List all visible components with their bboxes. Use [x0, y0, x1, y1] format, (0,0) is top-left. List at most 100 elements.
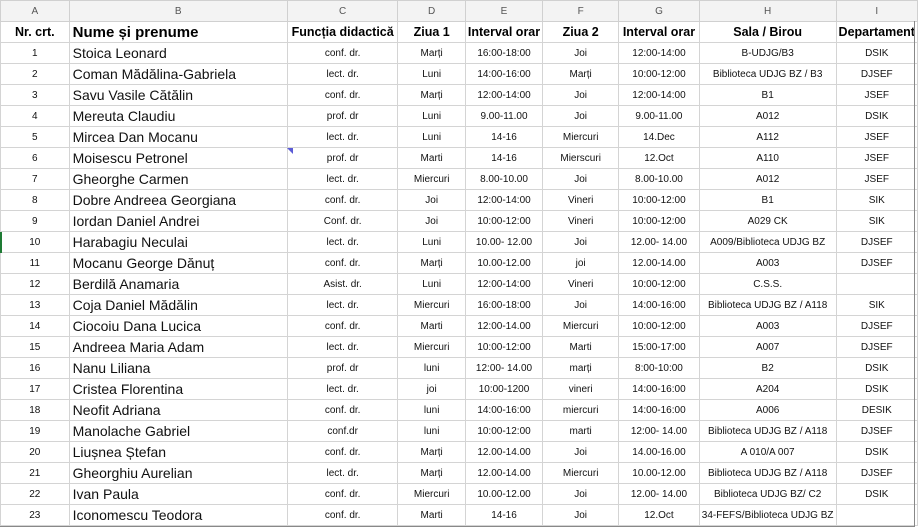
- cell-room[interactable]: B2: [698, 357, 837, 379]
- cell-nr[interactable]: 12: [0, 273, 70, 295]
- cell-interval2[interactable]: 12.00-14.00: [618, 252, 700, 274]
- cell-function[interactable]: lect. dr.: [286, 294, 399, 316]
- cell-day1[interactable]: joi: [397, 378, 466, 400]
- cell-department[interactable]: JSEF: [835, 126, 918, 148]
- cell-department[interactable]: DJSEF: [835, 315, 918, 337]
- cell-interval1[interactable]: 14-16: [464, 126, 544, 148]
- cell-room[interactable]: A112: [698, 126, 837, 148]
- cell-department[interactable]: SIK: [835, 189, 918, 211]
- cell-interval2[interactable]: 12.00- 14.00: [618, 483, 700, 505]
- cell-function[interactable]: conf. dr.: [286, 189, 399, 211]
- cell-interval2[interactable]: 12.Oct: [618, 504, 700, 526]
- cell-day2[interactable]: Joi: [542, 294, 620, 316]
- cell-department[interactable]: DJSEF: [835, 420, 918, 442]
- header-cell-interval2[interactable]: Interval orar: [618, 21, 700, 43]
- cell-function[interactable]: prof. dr: [286, 357, 399, 379]
- cell-day1[interactable]: luni: [397, 420, 466, 442]
- cell-function[interactable]: conf. dr.: [286, 441, 399, 463]
- cell-name[interactable]: Dobre Andreea Georgiana: [68, 189, 288, 211]
- cell-interval2[interactable]: 14:00-16:00: [618, 378, 700, 400]
- cell-department[interactable]: DJSEF: [835, 462, 918, 484]
- cell-interval2[interactable]: 9.00-11.00: [618, 105, 700, 127]
- cell-nr[interactable]: 1: [0, 42, 70, 64]
- cell-day2[interactable]: joi: [542, 252, 620, 274]
- header-cell-department[interactable]: Departament: [835, 21, 918, 43]
- cell-name[interactable]: Iordan Daniel Andrei: [68, 210, 288, 232]
- cell-day2[interactable]: Joi: [542, 441, 620, 463]
- cell-day2[interactable]: Vineri: [542, 210, 620, 232]
- cell-day1[interactable]: Marți: [397, 441, 466, 463]
- cell-room[interactable]: A110: [698, 147, 837, 169]
- cell-room[interactable]: A012: [698, 105, 837, 127]
- cell-name[interactable]: Manolache Gabriel: [68, 420, 288, 442]
- cell-nr[interactable]: 7: [0, 168, 70, 190]
- cell-day2[interactable]: miercuri: [542, 399, 620, 421]
- cell-interval2[interactable]: 8.00-10.00: [618, 168, 700, 190]
- cell-day1[interactable]: Marți: [397, 252, 466, 274]
- cell-room[interactable]: A009/Biblioteca UDJG BZ: [698, 231, 837, 253]
- cell-day2[interactable]: Joi: [542, 504, 620, 526]
- cell-nr[interactable]: 14: [0, 315, 70, 337]
- cell-department[interactable]: DSIK: [835, 483, 918, 505]
- cell-day1[interactable]: luni: [397, 399, 466, 421]
- cell-room[interactable]: A007: [698, 336, 837, 358]
- cell-day1[interactable]: Marti: [397, 315, 466, 337]
- cell-interval2[interactable]: 15:00-17:00: [618, 336, 700, 358]
- cell-department[interactable]: DSIK: [835, 42, 918, 64]
- cell-function[interactable]: prof. dr: [286, 105, 399, 127]
- cell-name[interactable]: Andreea Maria Adam: [68, 336, 288, 358]
- cell-function[interactable]: conf. dr.: [286, 399, 399, 421]
- cell-room[interactable]: A029 CK: [698, 210, 837, 232]
- cell-nr[interactable]: 2: [0, 63, 70, 85]
- cell-department[interactable]: [835, 504, 918, 526]
- cell-interval2[interactable]: 10:00-12:00: [618, 315, 700, 337]
- cell-department[interactable]: DSIK: [835, 378, 918, 400]
- cell-department[interactable]: SIK: [835, 294, 918, 316]
- cell-function[interactable]: lect. dr.: [286, 462, 399, 484]
- cell-name[interactable]: Gheorghiu Aurelian: [68, 462, 288, 484]
- cell-room[interactable]: Biblioteca UDJG BZ / A118: [698, 294, 837, 316]
- cell-function[interactable]: Asist. dr.: [286, 273, 399, 295]
- cell-day2[interactable]: Joi: [542, 105, 620, 127]
- cell-department[interactable]: JSEF: [835, 168, 918, 190]
- cell-nr[interactable]: 20: [0, 441, 70, 463]
- cell-name[interactable]: Cristea Florentina: [68, 378, 288, 400]
- cell-day1[interactable]: Marti: [397, 147, 466, 169]
- cell-interval1[interactable]: 14-16: [464, 147, 544, 169]
- cell-day1[interactable]: Miercuri: [397, 168, 466, 190]
- cell-name[interactable]: Liușnea Ștefan: [68, 441, 288, 463]
- cell-interval2[interactable]: 10.00-12.00: [618, 462, 700, 484]
- cell-function[interactable]: conf. dr.: [286, 483, 399, 505]
- cell-interval1[interactable]: 10:00-1200: [464, 378, 544, 400]
- header-cell-day2[interactable]: Ziua 2: [542, 21, 620, 43]
- cell-function[interactable]: lect. dr.: [286, 126, 399, 148]
- cell-day2[interactable]: vineri: [542, 378, 620, 400]
- cell-interval1[interactable]: 10:00-12:00: [464, 210, 544, 232]
- cell-department[interactable]: [835, 273, 918, 295]
- cell-department[interactable]: DJSEF: [835, 231, 918, 253]
- cell-day2[interactable]: Joi: [542, 42, 620, 64]
- cell-room[interactable]: B1: [698, 189, 837, 211]
- cell-function[interactable]: Conf. dr.: [286, 210, 399, 232]
- cell-function[interactable]: lect. dr.: [286, 378, 399, 400]
- cell-room[interactable]: Biblioteca UDJG BZ / A118: [698, 420, 837, 442]
- cell-interval1[interactable]: 14:00-16:00: [464, 399, 544, 421]
- cell-interval1[interactable]: 12:00-14.00: [464, 315, 544, 337]
- cell-interval2[interactable]: 14.00-16.00: [618, 441, 700, 463]
- column-header-d[interactable]: D: [397, 0, 466, 22]
- cell-room[interactable]: A 010/A 007: [698, 441, 837, 463]
- cell-name[interactable]: Moisescu Petronel: [68, 147, 288, 169]
- cell-nr[interactable]: 17: [0, 378, 70, 400]
- cell-name[interactable]: Berdilă Anamaria: [68, 273, 288, 295]
- cell-interval1[interactable]: 14:00-16:00: [464, 63, 544, 85]
- cell-day2[interactable]: Joi: [542, 483, 620, 505]
- cell-interval1[interactable]: 10.00- 12.00: [464, 231, 544, 253]
- cell-name[interactable]: Iconomescu Teodora: [68, 504, 288, 526]
- header-cell-name[interactable]: Nume și prenume: [68, 21, 288, 43]
- cell-room[interactable]: 34-FEFS/Biblioteca UDJG BZ: [698, 504, 837, 526]
- cell-day2[interactable]: Marti: [542, 336, 620, 358]
- cell-nr[interactable]: 18: [0, 399, 70, 421]
- cell-day1[interactable]: Miercuri: [397, 483, 466, 505]
- cell-name[interactable]: Harabagiu Neculai: [68, 231, 288, 253]
